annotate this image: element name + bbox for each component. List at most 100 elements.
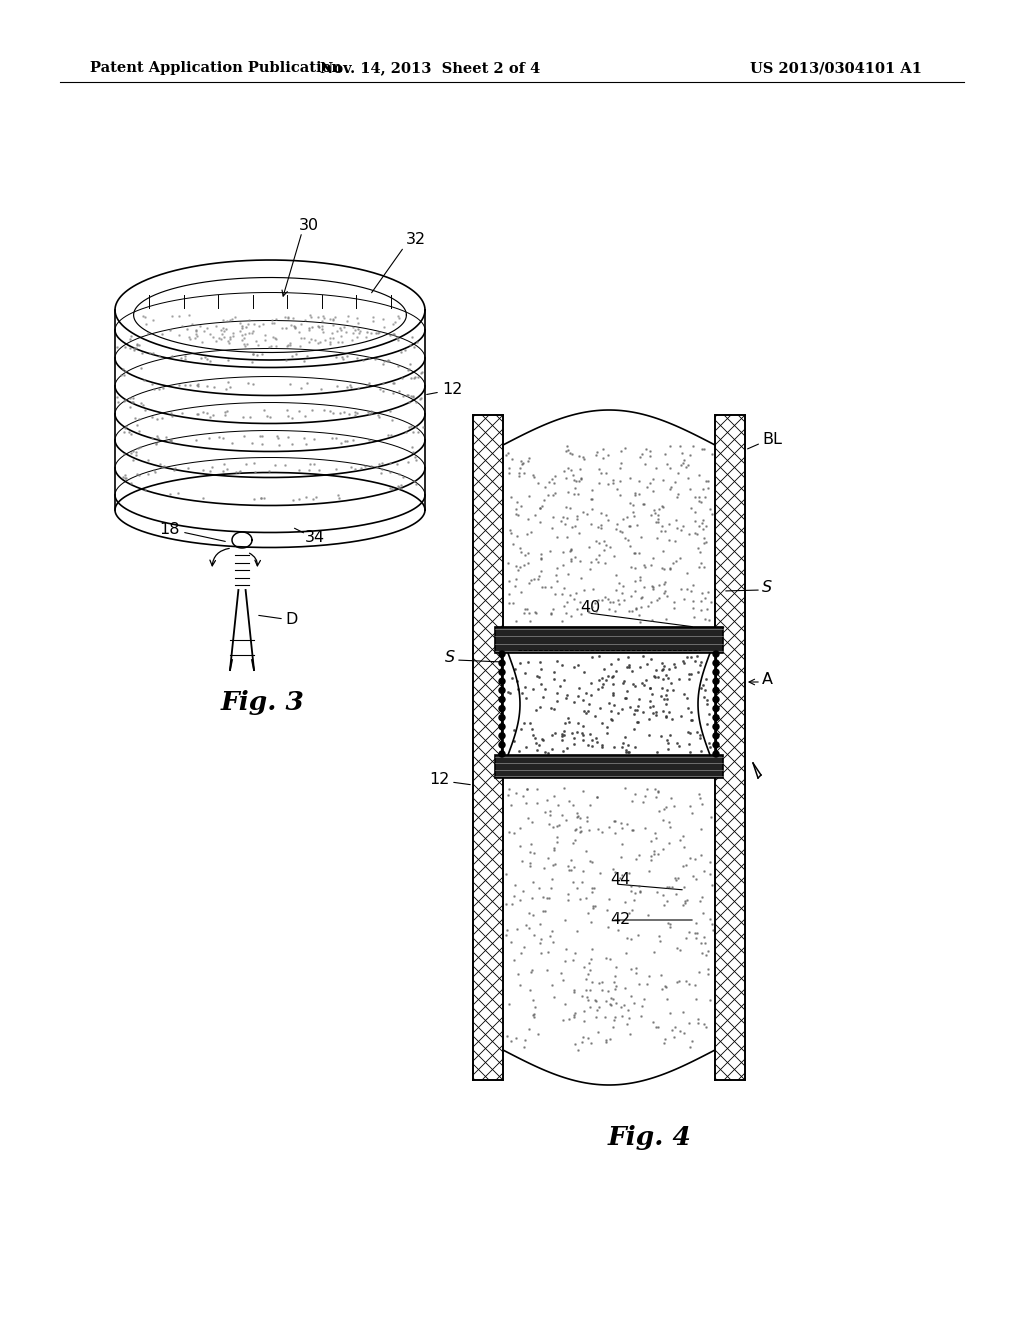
Point <box>613 997 630 1018</box>
Point <box>303 306 319 327</box>
Point <box>270 426 287 447</box>
Point <box>600 473 616 494</box>
Point <box>512 836 528 857</box>
Point <box>393 474 410 495</box>
Point <box>623 880 639 902</box>
Point <box>520 1018 537 1039</box>
Point <box>568 506 585 527</box>
Point <box>344 329 360 350</box>
Point <box>362 323 379 345</box>
Point <box>626 890 642 911</box>
Point <box>578 841 594 862</box>
Point <box>616 688 633 709</box>
Point <box>589 785 605 807</box>
Point <box>631 605 647 626</box>
Point <box>628 700 644 721</box>
Point <box>633 527 649 548</box>
Point <box>542 800 558 821</box>
Point <box>573 467 590 488</box>
Point <box>413 362 429 383</box>
Point <box>692 655 709 676</box>
Point <box>624 899 640 920</box>
Point <box>625 820 641 841</box>
Point <box>284 433 300 454</box>
Point <box>231 461 248 482</box>
Point <box>631 973 647 994</box>
Point <box>664 709 680 730</box>
Point <box>506 950 522 972</box>
Point <box>266 312 283 333</box>
Point <box>685 598 701 619</box>
Point <box>689 923 706 944</box>
Point <box>123 325 139 346</box>
Point <box>528 792 545 813</box>
Point <box>328 346 344 367</box>
Point <box>337 322 353 343</box>
Point <box>524 812 541 833</box>
Point <box>536 858 552 879</box>
Point <box>654 469 671 490</box>
Point <box>611 867 628 888</box>
Point <box>233 323 250 345</box>
Point <box>571 445 588 466</box>
Point <box>670 483 686 504</box>
Point <box>371 453 387 474</box>
Point <box>673 519 689 540</box>
Point <box>669 517 685 539</box>
Point <box>282 333 298 354</box>
Point <box>589 441 605 462</box>
Point <box>623 556 639 577</box>
Point <box>594 713 610 734</box>
Point <box>406 385 422 407</box>
Point <box>645 1011 662 1032</box>
Point <box>343 378 359 399</box>
Point <box>508 525 524 546</box>
Point <box>607 1007 624 1028</box>
Point <box>155 457 171 478</box>
Point <box>549 558 565 579</box>
Point <box>568 818 585 840</box>
Point <box>260 461 276 482</box>
Point <box>584 552 600 573</box>
Point <box>606 972 623 993</box>
Point <box>505 593 521 614</box>
Point <box>219 348 236 370</box>
Point <box>345 322 361 343</box>
Point <box>692 741 709 762</box>
Point <box>504 668 520 689</box>
Point <box>658 706 675 727</box>
Point <box>662 513 678 535</box>
Point <box>171 375 187 396</box>
Point <box>508 499 524 520</box>
Point <box>686 510 702 531</box>
Point <box>117 337 133 358</box>
Point <box>577 449 593 470</box>
Point <box>519 598 536 619</box>
Point <box>621 735 637 756</box>
Point <box>245 343 261 364</box>
Text: Fig. 3: Fig. 3 <box>221 690 305 715</box>
Point <box>687 502 703 523</box>
Point <box>128 414 144 436</box>
Point <box>690 962 707 983</box>
Point <box>238 454 254 475</box>
Point <box>521 855 538 876</box>
Point <box>579 503 595 524</box>
Circle shape <box>499 678 505 684</box>
Point <box>215 461 231 482</box>
Point <box>545 854 561 875</box>
Point <box>697 944 714 965</box>
Point <box>605 1016 622 1038</box>
Point <box>233 317 250 338</box>
Point <box>518 915 535 936</box>
Point <box>557 496 573 517</box>
Point <box>356 455 373 477</box>
Point <box>658 797 675 818</box>
Point <box>559 591 575 612</box>
Point <box>400 391 417 412</box>
Point <box>681 663 697 684</box>
Point <box>554 583 570 605</box>
Point <box>624 601 640 622</box>
Point <box>527 602 544 623</box>
Point <box>636 554 652 576</box>
